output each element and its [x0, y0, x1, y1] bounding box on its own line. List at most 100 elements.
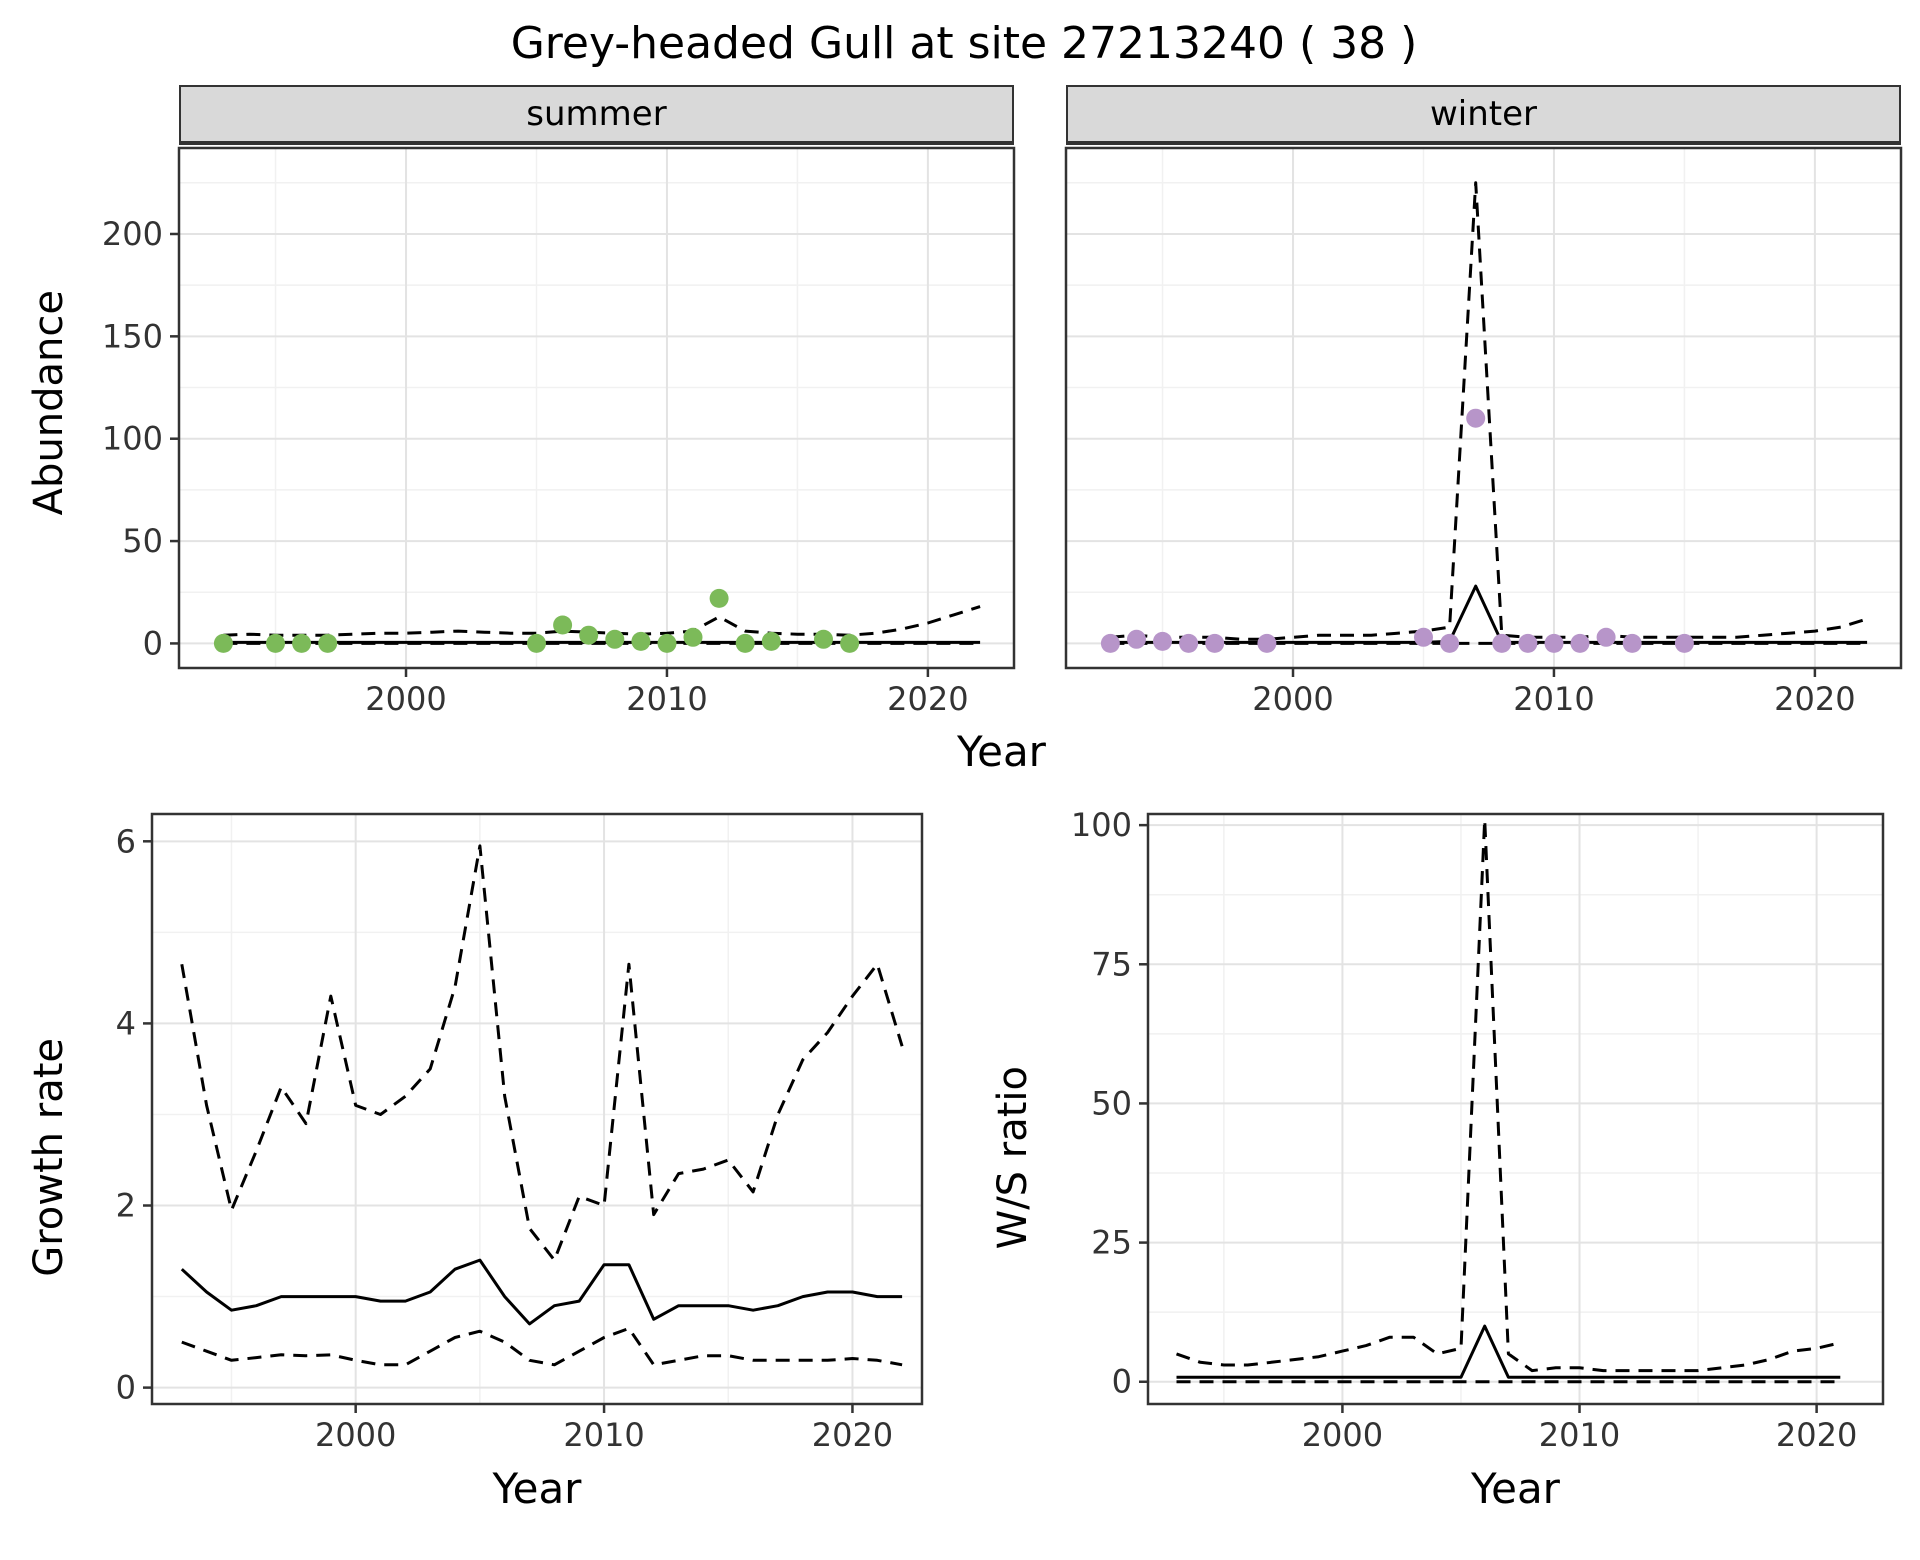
y-tick-label: 0	[116, 1369, 136, 1407]
ws-ratio-y-axis-title: W/S ratio	[978, 802, 1048, 1513]
growth-rate-y-axis-title: Growth rate	[14, 802, 84, 1513]
facet-strip-summer-label: summer	[526, 94, 667, 134]
x-tick-label: 2000	[315, 1416, 396, 1454]
data-point	[579, 625, 599, 645]
data-point	[1544, 633, 1564, 653]
data-point	[1205, 633, 1225, 653]
y-tick-label: 4	[116, 1004, 136, 1042]
y-tick-label: 2	[116, 1187, 136, 1225]
y-tick-label: 100	[102, 420, 163, 458]
data-point	[683, 627, 703, 647]
ws-ratio-chart: 2000 2010 2020 0 25 50 75 100	[1071, 806, 1885, 1454]
x-tick-label: 2000	[365, 680, 446, 718]
data-point	[631, 631, 651, 651]
x-tick-label: 2010	[1513, 680, 1594, 718]
panel-background	[1066, 148, 1901, 668]
ws-ratio-plot-col: 2000 2010 2020 0 25 50 75 100 Year	[1048, 802, 1899, 1513]
data-point	[266, 633, 285, 653]
bottom-plot-row: Growth rate 2000 2010 2020 0 2 4 6 Year W/S ra…	[14, 802, 1920, 1513]
growth-rate-y-axis-title-text: Growth rate	[26, 1038, 72, 1277]
facet-strip-winter-label: winter	[1429, 94, 1538, 134]
abundance-y-axis-title-text: Abundance	[26, 290, 72, 516]
panel-border	[1064, 146, 1903, 670]
median-line	[180, 1258, 903, 1326]
upper-ci-line	[223, 605, 981, 637]
facet-strip-winter: winter	[1066, 85, 1901, 145]
x-tick-label: 2020	[887, 680, 968, 718]
ws-ratio-y-axis-title-text: W/S ratio	[990, 1065, 1036, 1250]
figure-title: Grey-headed Gull at site 27213240 ( 38 )	[510, 18, 1418, 69]
data-point	[1674, 633, 1694, 653]
x-tick-label: 2020	[1774, 680, 1855, 718]
data-point	[1622, 633, 1642, 653]
data-point	[657, 633, 677, 653]
facet-strip-summer: summer	[179, 85, 1014, 145]
x-tick-label: 2010	[563, 1416, 644, 1454]
panel-border	[177, 146, 1016, 670]
data-point	[735, 633, 755, 653]
growth-rate-plot-col: 2000 2010 2020 0 2 4 6 Year	[84, 802, 938, 1513]
upper-ci-line	[1110, 181, 1868, 641]
data-point	[840, 633, 860, 653]
ws-ratio-plot-group: W/S ratio 2000 2010 2020 0 25 50 75 100 Year	[978, 802, 1899, 1513]
panel-border	[150, 812, 924, 1406]
x-tick-label: 2010	[1539, 1416, 1620, 1454]
data-point	[292, 633, 312, 653]
y-tick-label: 25	[1091, 1224, 1132, 1262]
y-tick-label: 150	[102, 317, 163, 355]
y-tick-label: 0	[143, 624, 163, 662]
x-tick-label: 2010	[626, 680, 707, 718]
growth-rate-x-axis-title: Year	[492, 1464, 582, 1513]
panel-background	[1148, 814, 1883, 1404]
data-point	[761, 631, 781, 651]
data-point	[1153, 631, 1172, 651]
data-point	[709, 588, 729, 608]
y-tick-label: 50	[1091, 1084, 1132, 1122]
data-point	[1179, 633, 1199, 653]
x-tick-label: 2000	[1252, 680, 1333, 718]
y-tick-label: 0	[1112, 1363, 1132, 1401]
abundance-facet-row: Abundance summer 2000 2010 2020 0 50 100 150 20…	[14, 85, 1920, 721]
panel-background	[152, 814, 922, 1404]
x-tick-label: 2020	[812, 1416, 893, 1454]
winter-abundance-chart: 2000 2010 2020	[1064, 146, 1903, 718]
facet-winter: winter 2000 2010 2020	[1050, 85, 1919, 721]
data-point	[1466, 408, 1486, 428]
data-point	[213, 633, 233, 653]
data-point	[1127, 629, 1146, 649]
data-point	[1414, 627, 1433, 647]
data-point	[1596, 627, 1616, 647]
y-tick-label: 75	[1091, 945, 1132, 983]
abundance-x-axis-title: Year	[957, 727, 1046, 776]
data-point	[814, 629, 833, 649]
growth-rate-plot-group: Growth rate 2000 2010 2020 0 2 4 6 Year	[14, 802, 938, 1513]
upper-ci-line	[180, 844, 904, 1262]
data-point	[553, 615, 573, 635]
data-point	[1570, 633, 1590, 653]
x-tick-label: 2000	[1302, 1416, 1383, 1454]
data-point	[1492, 633, 1512, 653]
y-tick-label: 100	[1071, 806, 1132, 844]
y-tick-label: 50	[122, 522, 163, 560]
data-point	[527, 633, 546, 653]
x-tick-label: 2020	[1776, 1416, 1857, 1454]
data-point	[1257, 633, 1277, 653]
lower-ci-line	[181, 1326, 903, 1367]
median-line	[1176, 1324, 1841, 1379]
panel-border	[1146, 812, 1885, 1406]
y-tick-label: 200	[102, 215, 163, 253]
abundance-y-axis-title: Abundance	[14, 85, 84, 721]
data-point	[605, 629, 625, 649]
facet-summer: summer 2000 2010 2020 0 50 100 150 200	[84, 85, 1026, 721]
y-tick-label: 6	[116, 822, 136, 860]
growth-rate-chart: 2000 2010 2020 0 2 4 6	[116, 812, 924, 1454]
ws-ratio-x-axis-title: Year	[1471, 1464, 1560, 1513]
summer-abundance-chart: 2000 2010 2020 0 50 100 150 200	[102, 146, 1016, 718]
data-point	[1100, 633, 1120, 653]
panel-background	[179, 148, 1014, 668]
data-point	[318, 633, 338, 653]
data-point	[1440, 633, 1460, 653]
data-point	[1518, 633, 1538, 653]
upper-ci-line	[1175, 818, 1841, 1373]
